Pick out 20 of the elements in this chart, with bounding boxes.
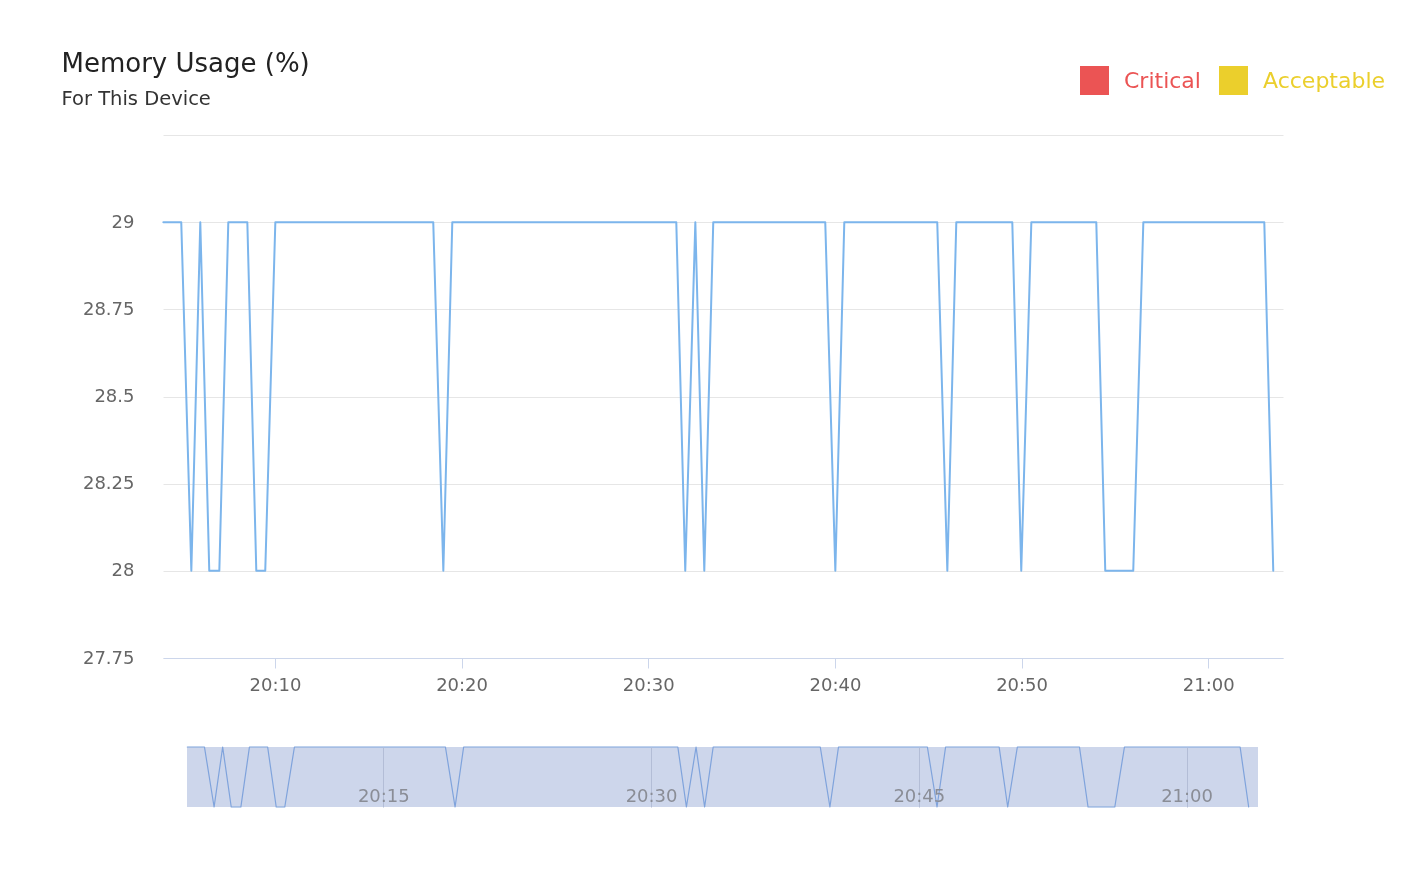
y-tick-label: 28.75 bbox=[82, 297, 135, 319]
chart-title: Memory Usage (%) bbox=[61, 47, 310, 78]
y-tick-label: 28 bbox=[111, 559, 135, 581]
y-tick-label: 28.5 bbox=[94, 385, 135, 406]
y-tick-label: 29 bbox=[111, 210, 135, 232]
x-tick-label: 20:20 bbox=[436, 673, 489, 695]
legend-label: Critical bbox=[1124, 67, 1201, 93]
x-tick-label: 21:00 bbox=[1182, 673, 1235, 695]
x-tick-label: 20:40 bbox=[809, 673, 862, 695]
x-tick-label: 20:45 bbox=[893, 784, 946, 806]
chart-subtitle: For This Device bbox=[61, 86, 211, 110]
x-tick-label: 21:00 bbox=[1161, 784, 1213, 806]
y-tick-label: 28.25 bbox=[82, 472, 135, 494]
x-tick-label: 20:15 bbox=[357, 784, 410, 806]
x-tick-label: 20:50 bbox=[996, 673, 1049, 695]
x-tick-label: 20:10 bbox=[249, 673, 302, 695]
x-tick-label: 20:30 bbox=[622, 673, 675, 695]
x-tick-label: 20:30 bbox=[625, 784, 678, 806]
legend-label: Acceptable bbox=[1263, 67, 1386, 93]
y-tick-label: 27.75 bbox=[82, 646, 135, 668]
